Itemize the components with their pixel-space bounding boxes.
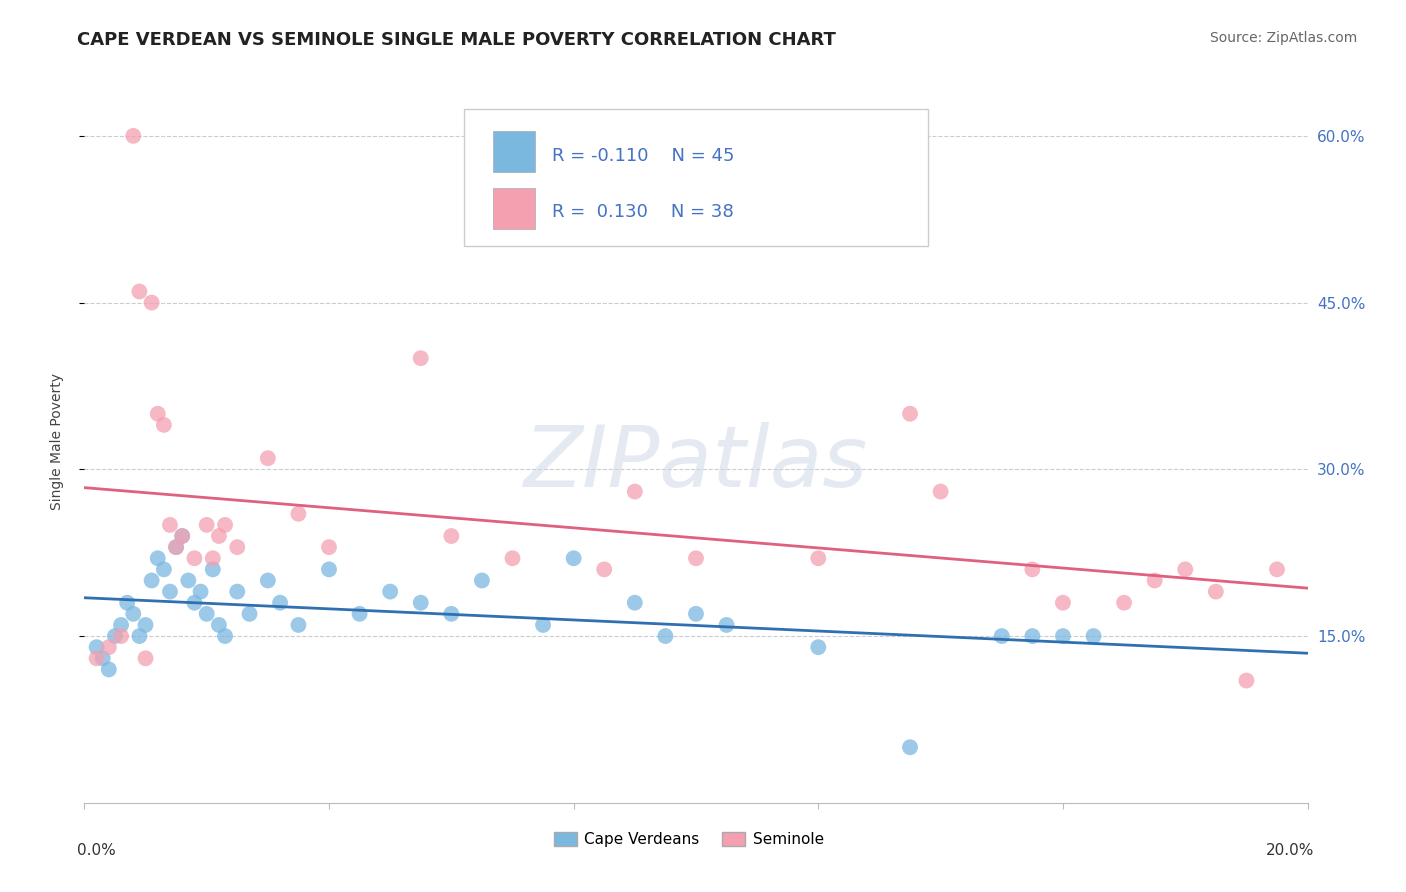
Point xyxy=(1236,673,1258,688)
Point xyxy=(214,517,236,532)
Point xyxy=(190,584,212,599)
Point xyxy=(349,607,371,621)
Point xyxy=(807,640,830,655)
Point xyxy=(1052,629,1074,643)
Point xyxy=(624,484,647,499)
Point xyxy=(562,551,585,566)
Point xyxy=(1083,629,1105,643)
Point xyxy=(929,484,952,499)
Point xyxy=(1265,562,1288,576)
Point xyxy=(898,407,921,421)
Point xyxy=(593,562,616,576)
Point xyxy=(440,607,463,621)
Point xyxy=(471,574,494,588)
Point xyxy=(165,540,187,554)
Point xyxy=(257,574,280,588)
Text: CAPE VERDEAN VS SEMINOLE SINGLE MALE POVERTY CORRELATION CHART: CAPE VERDEAN VS SEMINOLE SINGLE MALE POV… xyxy=(77,31,837,49)
Point xyxy=(502,551,524,566)
Point xyxy=(208,529,231,543)
Point xyxy=(531,618,554,632)
Point xyxy=(128,629,150,643)
Point xyxy=(183,551,205,566)
Point xyxy=(318,540,340,554)
Legend: Cape Verdeans, Seminole: Cape Verdeans, Seminole xyxy=(547,826,831,853)
Point xyxy=(287,618,309,632)
Point xyxy=(257,451,280,466)
Point xyxy=(654,629,676,643)
Text: 0.0%: 0.0% xyxy=(77,843,117,858)
Point xyxy=(409,351,432,366)
Point xyxy=(177,574,200,588)
Point xyxy=(318,562,340,576)
Point xyxy=(135,618,157,632)
Point xyxy=(153,562,176,576)
Point xyxy=(128,285,150,299)
Point xyxy=(159,517,181,532)
Point xyxy=(624,596,647,610)
Point xyxy=(1021,629,1043,643)
Point xyxy=(97,662,120,676)
Point xyxy=(110,629,132,643)
Point xyxy=(146,407,169,421)
Point xyxy=(110,618,132,632)
Text: 20.0%: 20.0% xyxy=(1267,843,1315,858)
Text: Source: ZipAtlas.com: Source: ZipAtlas.com xyxy=(1209,31,1357,45)
Point xyxy=(409,596,432,610)
Point xyxy=(115,596,138,610)
Point xyxy=(195,607,218,621)
Point xyxy=(135,651,157,665)
Point xyxy=(86,651,108,665)
Point xyxy=(1114,596,1136,610)
Point xyxy=(214,629,236,643)
Point xyxy=(165,540,187,554)
Point xyxy=(440,529,463,543)
Point xyxy=(807,551,830,566)
Point xyxy=(269,596,291,610)
Point xyxy=(159,584,181,599)
Point xyxy=(172,529,194,543)
Point xyxy=(238,607,260,621)
Point xyxy=(201,551,224,566)
Point xyxy=(208,618,231,632)
Point xyxy=(991,629,1014,643)
Point xyxy=(380,584,402,599)
FancyBboxPatch shape xyxy=(494,131,534,172)
Point xyxy=(226,584,249,599)
Point xyxy=(104,629,127,643)
Point xyxy=(141,574,163,588)
Point xyxy=(1143,574,1166,588)
Point xyxy=(141,295,163,310)
Point xyxy=(716,618,738,632)
Point xyxy=(172,529,194,543)
Point xyxy=(195,517,218,532)
Text: ZIPatlas: ZIPatlas xyxy=(524,422,868,505)
Point xyxy=(226,540,249,554)
Point xyxy=(685,607,707,621)
Text: R = -0.110    N = 45: R = -0.110 N = 45 xyxy=(551,146,734,165)
Point xyxy=(146,551,169,566)
FancyBboxPatch shape xyxy=(494,188,534,228)
Point xyxy=(153,417,176,432)
Point xyxy=(898,740,921,755)
Point xyxy=(1052,596,1074,610)
FancyBboxPatch shape xyxy=(464,109,928,246)
Point xyxy=(183,596,205,610)
Point xyxy=(287,507,309,521)
Point xyxy=(1021,562,1043,576)
Point xyxy=(91,651,114,665)
Y-axis label: Single Male Poverty: Single Male Poverty xyxy=(49,373,63,510)
Point xyxy=(86,640,108,655)
Point xyxy=(685,551,707,566)
Text: R =  0.130    N = 38: R = 0.130 N = 38 xyxy=(551,203,734,221)
Point xyxy=(1205,584,1227,599)
Point xyxy=(201,562,224,576)
Point xyxy=(1174,562,1197,576)
Point xyxy=(122,607,145,621)
Point xyxy=(122,128,145,143)
Point xyxy=(97,640,120,655)
